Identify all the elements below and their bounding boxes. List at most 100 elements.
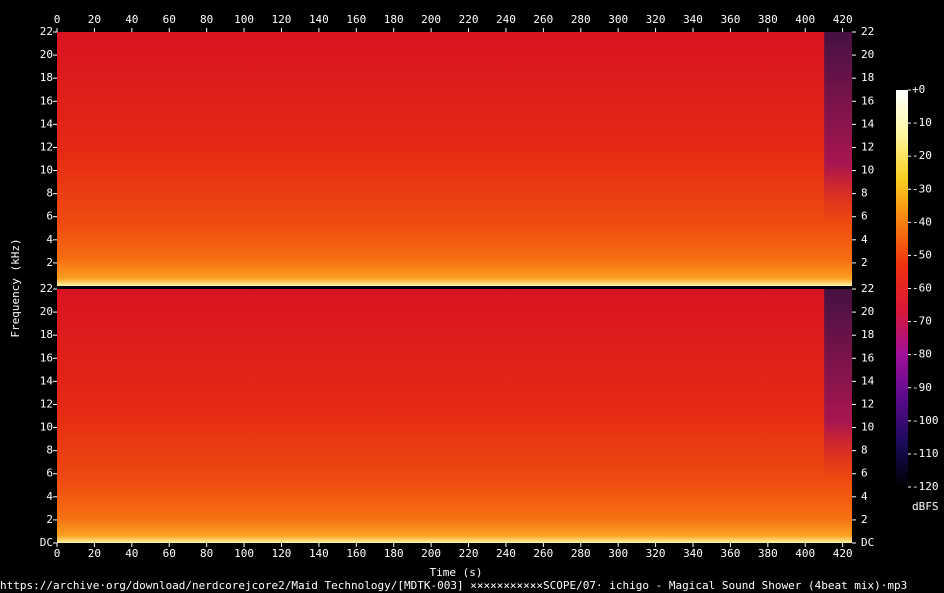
y-tick-label: 8	[861, 444, 868, 457]
x-tick-label: 340	[683, 547, 703, 560]
x-tick-label: 180	[384, 13, 404, 26]
y-tick-label: 22	[861, 25, 874, 38]
x-tick-label: 60	[163, 13, 176, 26]
x-tick-label: 80	[200, 547, 213, 560]
x-tick-label: 260	[533, 547, 553, 560]
y-tick-label: 14	[861, 117, 875, 130]
y-tick-label: 18	[861, 328, 874, 341]
x-tick-label: 20	[88, 547, 101, 560]
y-tick-label: 12	[40, 140, 53, 153]
x-tick-label: 420	[833, 13, 853, 26]
x-tick-label: 40	[125, 547, 138, 560]
y-tick-label: 4	[46, 233, 53, 246]
x-tick-label: 380	[758, 547, 778, 560]
colorbar-tick-label: -100	[912, 414, 939, 427]
colorbar-tick-label: -60	[912, 282, 932, 295]
x-tick-label: 280	[571, 13, 591, 26]
y-tick-label: 10	[861, 421, 874, 434]
x-tick-label: 400	[795, 547, 815, 560]
colorbar-tick-label: -30	[912, 182, 932, 195]
x-tick-label: 300	[608, 13, 628, 26]
y-tick-label: 10	[40, 421, 53, 434]
x-tick-label: 0	[54, 13, 61, 26]
y-tick-label: 2	[46, 513, 53, 526]
x-tick-label: 220	[459, 13, 479, 26]
x-tick-label: 320	[646, 13, 666, 26]
colorbar-label: dBFS	[912, 500, 939, 513]
y-tick-label: 6	[46, 467, 53, 480]
x-axis-label: Time (s)	[430, 566, 483, 579]
y-tick-label: 22	[40, 282, 53, 295]
x-tick-label: 100	[234, 547, 254, 560]
x-tick-label: 380	[758, 13, 778, 26]
y-tick-label: 4	[46, 490, 53, 503]
y-tick-label: 14	[40, 374, 54, 387]
colorbar-tick-label: -10	[912, 116, 932, 129]
x-tick-label: 60	[163, 547, 176, 560]
y-tick-label: 8	[861, 187, 868, 200]
y-tick-label: 16	[40, 94, 53, 107]
y-tick-label: 20	[861, 48, 874, 61]
colorbar-tick-label: -110	[912, 447, 939, 460]
x-tick-label: 20	[88, 13, 101, 26]
x-tick-label: 120	[272, 547, 292, 560]
y-tick-label: 14	[861, 374, 875, 387]
x-tick-label: 420	[833, 547, 853, 560]
y-tick-label: 20	[861, 305, 874, 318]
y-tick-label: 4	[861, 233, 868, 246]
fade-region	[824, 32, 852, 223]
x-tick-label: 160	[346, 547, 366, 560]
x-tick-label: 140	[309, 547, 329, 560]
y-tick-label: 12	[861, 140, 874, 153]
colorbar-tick-label: -70	[912, 315, 932, 328]
x-tick-label: 340	[683, 13, 703, 26]
y-tick-label: 2	[861, 513, 868, 526]
y-tick-label: 20	[40, 305, 53, 318]
x-tick-label: 100	[234, 13, 254, 26]
colorbar-tick-label: -120	[912, 480, 939, 493]
x-tick-label: 180	[384, 547, 404, 560]
x-tick-label: 80	[200, 13, 213, 26]
y-tick-label: 22	[40, 25, 53, 38]
colorbar-tick-label: -90	[912, 381, 932, 394]
x-tick-label: 280	[571, 547, 591, 560]
y-tick-label: 18	[40, 71, 53, 84]
y-tick-label: 16	[40, 351, 53, 364]
colorbar-tick-label: -80	[912, 348, 932, 361]
x-tick-label: 220	[459, 547, 479, 560]
y-tick-label: 6	[46, 210, 53, 223]
x-tick-label: 400	[795, 13, 815, 26]
y-tick-label: 10	[861, 164, 874, 177]
y-tick-label: 4	[861, 490, 868, 503]
x-tick-label: 240	[496, 547, 516, 560]
x-tick-label: 40	[125, 13, 138, 26]
x-tick-label: 320	[646, 547, 666, 560]
x-tick-label: 140	[309, 13, 329, 26]
colorbar-tick-label: +0	[912, 83, 925, 96]
source-path: https://archive·org/download/nerdcorejco…	[0, 579, 907, 592]
x-tick-label: 120	[272, 13, 292, 26]
colorbar-tick-label: -40	[912, 215, 932, 228]
y-tick-label: DC	[40, 536, 53, 549]
fade-region	[824, 289, 852, 480]
y-tick-label: 18	[861, 71, 874, 84]
x-tick-label: 200	[421, 13, 441, 26]
y-tick-label: 10	[40, 164, 53, 177]
y-tick-label: 6	[861, 210, 868, 223]
y-tick-label: DC	[861, 536, 874, 549]
x-tick-label: 0	[54, 547, 61, 560]
x-tick-label: 360	[720, 13, 740, 26]
y-tick-label: 14	[40, 117, 54, 130]
x-tick-label: 260	[533, 13, 553, 26]
y-axis-label: Frequency (kHz)	[9, 238, 22, 337]
x-tick-label: 300	[608, 547, 628, 560]
y-tick-label: 2	[861, 256, 868, 269]
y-tick-label: 16	[861, 94, 874, 107]
y-tick-label: 16	[861, 351, 874, 364]
y-tick-label: 6	[861, 467, 868, 480]
spectrogram-image	[57, 289, 852, 543]
y-tick-label: 22	[861, 282, 874, 295]
x-tick-label: 240	[496, 13, 516, 26]
